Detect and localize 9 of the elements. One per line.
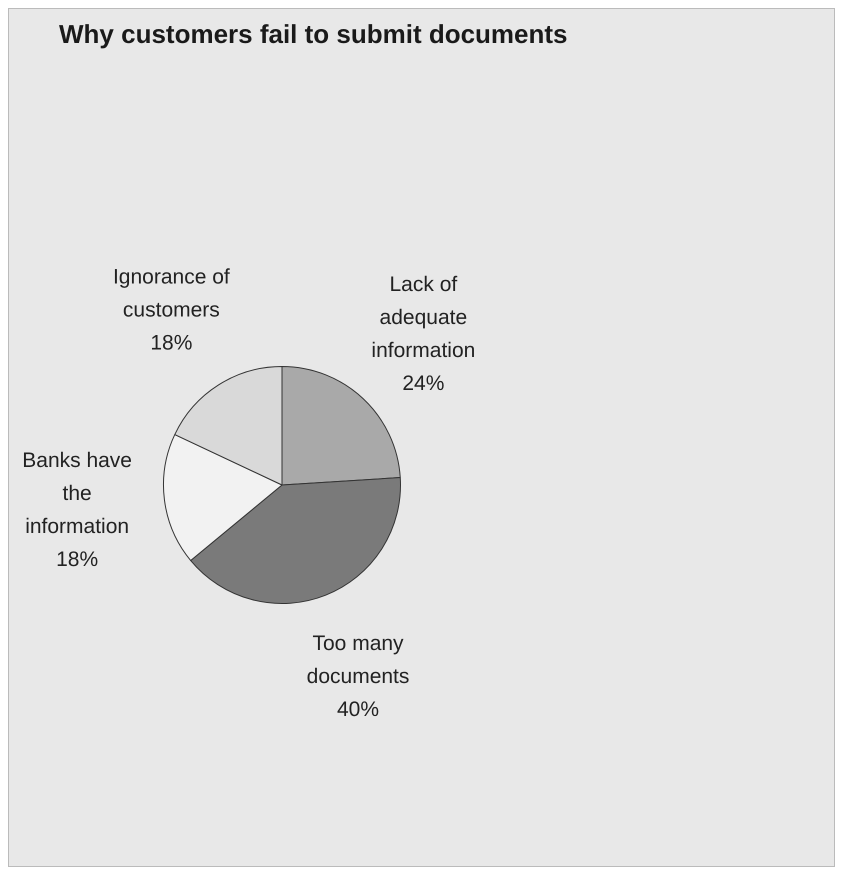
data-label: 18%: [56, 548, 98, 572]
slice-label: Ignorance of customers: [112, 265, 230, 322]
data-label: 18%: [150, 331, 192, 354]
data-label: 40%: [337, 698, 380, 721]
slice-label: Lack of adequate information: [371, 272, 476, 362]
chart-title: Why customers fail to submit documents: [59, 19, 568, 50]
slice-label: Banks have the information: [22, 449, 132, 538]
slice-label: Too many documents: [306, 632, 410, 688]
data-label: 24%: [402, 372, 444, 395]
